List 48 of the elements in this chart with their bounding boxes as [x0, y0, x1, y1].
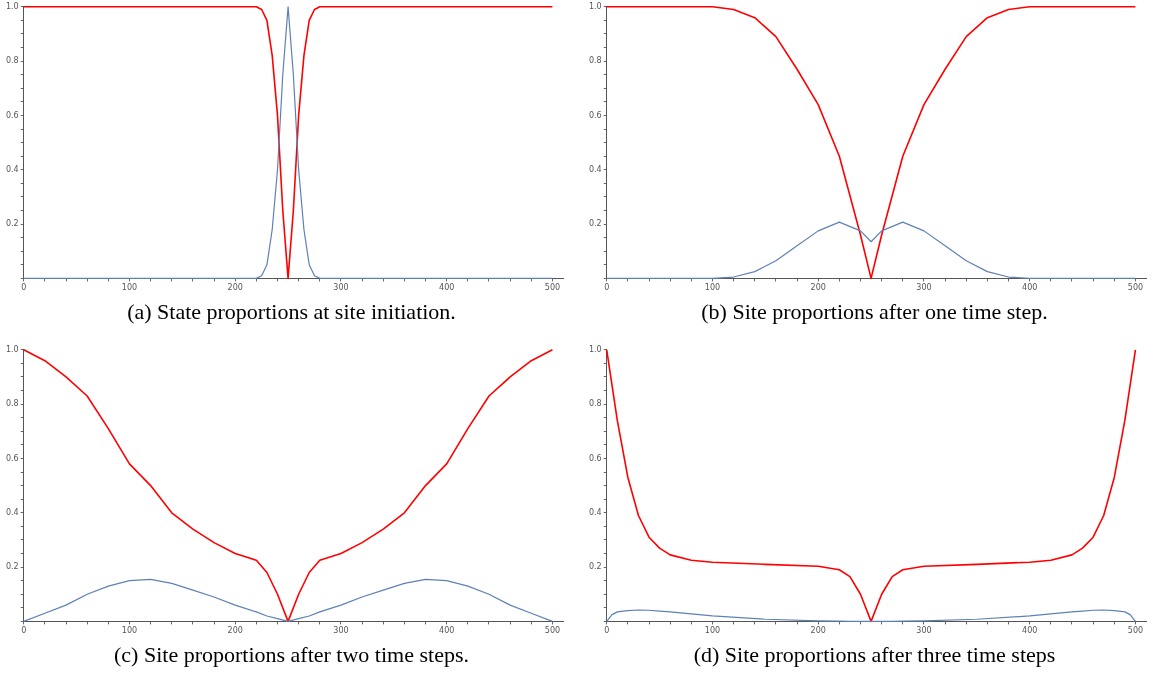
x-tick-label: 100: [704, 626, 721, 636]
x-tick-label: 300: [333, 626, 349, 636]
text: (b) Site proportions after one time step.: [700, 299, 1049, 325]
y-tick-label: 1.0: [5, 344, 19, 354]
text: (c) Site proportions after two time steps.: [113, 642, 470, 668]
y-tick-label: 0.2: [588, 562, 602, 572]
x-tick-label: 400: [439, 283, 455, 293]
y-tick-label: 1.0: [588, 1, 602, 11]
y-tick-label: 0.8: [588, 399, 602, 409]
y-tick-label: 0.6: [5, 453, 19, 463]
x-tick-label: 0: [604, 626, 610, 636]
y-tick-label: 0.4: [5, 164, 19, 174]
y-tick-label: 0.6: [5, 110, 19, 120]
y-tick-label: 0.2: [5, 562, 19, 572]
y-tick-label: 0.8: [588, 56, 602, 66]
x-tick-label: 500: [544, 626, 561, 636]
y-tick-label: 0.4: [588, 507, 602, 517]
text: (d) Site proportions after three time steps: [692, 642, 1057, 668]
x-tick-label: 400: [1022, 283, 1038, 293]
x-tick-label: 0: [604, 283, 610, 293]
x-tick-label: 500: [1127, 283, 1144, 293]
x-tick-label: 200: [810, 283, 826, 293]
x-tick-label: 100: [121, 626, 138, 636]
y-tick-label: 0.8: [5, 399, 19, 409]
x-tick-label: 200: [227, 626, 243, 636]
x-tick-label: 200: [227, 283, 243, 293]
x-tick-label: 100: [704, 283, 721, 293]
y-tick-label: 1.0: [5, 1, 19, 11]
y-tick-label: 1.0: [588, 344, 602, 354]
x-tick-label: 300: [333, 283, 349, 293]
y-tick-label: 0.2: [588, 219, 602, 229]
y-tick-label: 0.2: [5, 219, 19, 229]
x-tick-label: 300: [916, 626, 932, 636]
y-tick-label: 0.6: [588, 110, 602, 120]
x-tick-label: 0: [21, 626, 27, 636]
y-tick-label: 0.4: [588, 164, 602, 174]
x-tick-label: 300: [916, 283, 932, 293]
x-tick-label: 200: [810, 626, 826, 636]
text: (a) State proportions at site initiation.: [126, 299, 457, 325]
x-tick-label: 0: [21, 283, 27, 293]
x-tick-label: 400: [439, 626, 455, 636]
x-tick-label: 100: [121, 283, 138, 293]
x-tick-label: 500: [544, 283, 561, 293]
y-tick-label: 0.4: [5, 507, 19, 517]
x-tick-label: 400: [1022, 626, 1038, 636]
x-tick-label: 500: [1127, 626, 1144, 636]
y-tick-label: 0.8: [5, 56, 19, 66]
y-tick-label: 0.6: [588, 453, 602, 463]
